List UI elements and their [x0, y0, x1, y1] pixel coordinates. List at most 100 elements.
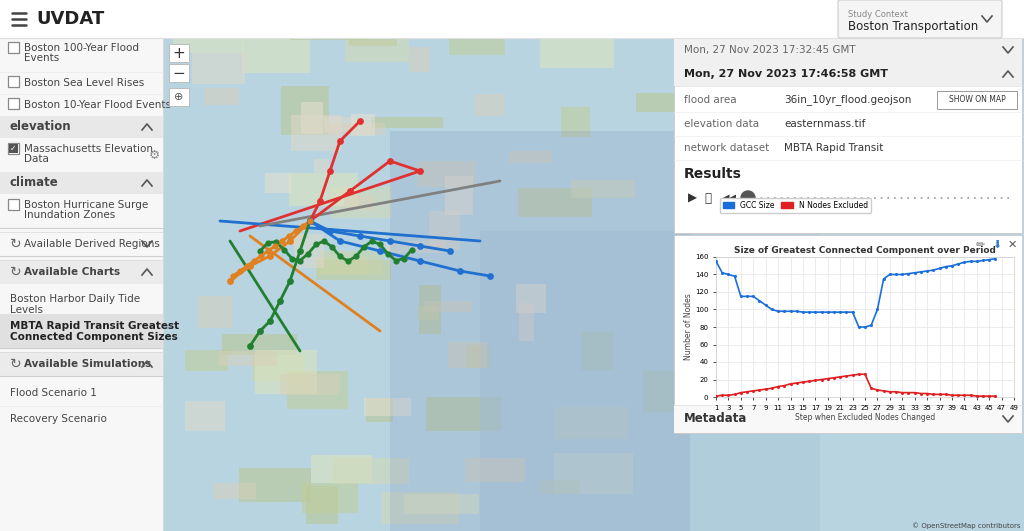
FancyBboxPatch shape [424, 301, 472, 312]
Point [260, 247, 276, 255]
FancyBboxPatch shape [519, 303, 535, 341]
FancyBboxPatch shape [428, 211, 460, 250]
FancyBboxPatch shape [242, 37, 310, 73]
Point [308, 240, 325, 249]
FancyBboxPatch shape [674, 38, 1022, 233]
Text: Metadata: Metadata [684, 413, 748, 425]
FancyBboxPatch shape [321, 251, 383, 275]
Title: Size of Greatest Connected Component over Period: Size of Greatest Connected Component ove… [734, 246, 996, 255]
Text: ◀◀: ◀◀ [722, 193, 737, 203]
FancyBboxPatch shape [289, 174, 357, 205]
FancyBboxPatch shape [8, 76, 19, 87]
FancyBboxPatch shape [560, 107, 590, 138]
FancyBboxPatch shape [0, 260, 163, 284]
Text: elevation data: elevation data [684, 119, 759, 129]
Text: 36in_10yr_flood.geojson: 36in_10yr_flood.geojson [784, 95, 911, 106]
Text: Available Derived Regions: Available Derived Regions [24, 239, 160, 249]
FancyBboxPatch shape [390, 131, 690, 531]
FancyBboxPatch shape [217, 351, 276, 366]
X-axis label: Step when Excluded Nodes Changed: Step when Excluded Nodes Changed [795, 414, 935, 423]
Text: ↻: ↻ [10, 357, 22, 371]
FancyBboxPatch shape [0, 314, 163, 348]
Point [302, 217, 318, 225]
Text: MBTA Rapid Transit Greatest: MBTA Rapid Transit Greatest [10, 321, 179, 331]
FancyBboxPatch shape [0, 38, 163, 531]
FancyBboxPatch shape [255, 349, 316, 393]
FancyBboxPatch shape [169, 88, 189, 106]
FancyBboxPatch shape [288, 234, 304, 245]
FancyBboxPatch shape [290, 7, 368, 40]
Point [302, 217, 318, 225]
FancyBboxPatch shape [480, 231, 820, 531]
FancyBboxPatch shape [541, 34, 614, 68]
Text: Mon, 27 Nov 2023 17:46:58 GMT: Mon, 27 Nov 2023 17:46:58 GMT [684, 69, 888, 79]
FancyBboxPatch shape [643, 371, 703, 412]
FancyBboxPatch shape [515, 284, 546, 313]
Text: ⬇: ⬇ [992, 240, 1001, 250]
Text: network dataset: network dataset [684, 143, 769, 153]
FancyBboxPatch shape [173, 35, 243, 53]
Text: Data: Data [24, 154, 49, 164]
FancyBboxPatch shape [8, 199, 19, 210]
Point [372, 247, 388, 255]
Point [412, 257, 428, 266]
FancyBboxPatch shape [8, 42, 19, 53]
FancyBboxPatch shape [509, 151, 553, 164]
FancyBboxPatch shape [294, 234, 324, 269]
FancyBboxPatch shape [325, 117, 353, 132]
Point [482, 272, 499, 280]
Text: Study Context: Study Context [848, 10, 908, 19]
FancyBboxPatch shape [937, 91, 1017, 109]
FancyBboxPatch shape [9, 144, 18, 153]
FancyBboxPatch shape [169, 44, 189, 62]
Text: Boston 10-Year Flood Events: Boston 10-Year Flood Events [24, 100, 171, 110]
FancyBboxPatch shape [674, 62, 1022, 86]
FancyBboxPatch shape [333, 458, 410, 484]
FancyBboxPatch shape [287, 371, 348, 409]
FancyBboxPatch shape [169, 64, 189, 82]
Text: ✓: ✓ [10, 144, 16, 153]
FancyBboxPatch shape [409, 47, 430, 72]
Legend: GCC Size, N Nodes Excluded: GCC Size, N Nodes Excluded [720, 198, 870, 213]
Point [268, 238, 285, 246]
FancyBboxPatch shape [426, 397, 503, 431]
Text: Results: Results [684, 167, 741, 181]
Point [311, 197, 328, 205]
Text: Boston Sea Level Rises: Boston Sea Level Rises [24, 78, 144, 88]
Point [273, 237, 290, 245]
Text: ✏: ✏ [976, 240, 985, 250]
Point [302, 217, 318, 225]
FancyBboxPatch shape [328, 123, 385, 135]
FancyBboxPatch shape [316, 260, 390, 280]
Point [239, 262, 255, 270]
FancyBboxPatch shape [313, 159, 330, 173]
FancyBboxPatch shape [386, 241, 445, 253]
Circle shape [741, 191, 755, 205]
Point [302, 217, 318, 225]
Point [252, 247, 268, 255]
FancyBboxPatch shape [306, 486, 338, 524]
Text: Recovery Scenario: Recovery Scenario [10, 414, 106, 424]
FancyBboxPatch shape [674, 38, 1022, 62]
Point [340, 257, 356, 266]
Text: ⚙: ⚙ [150, 149, 160, 161]
Text: © OpenStreetMap contributors: © OpenStreetMap contributors [911, 523, 1020, 529]
Point [322, 227, 338, 235]
Point [295, 222, 311, 230]
FancyBboxPatch shape [185, 350, 228, 371]
Text: Available Simulations: Available Simulations [24, 359, 152, 369]
FancyBboxPatch shape [475, 95, 505, 116]
Point [388, 256, 404, 265]
Point [332, 137, 348, 145]
Point [275, 245, 292, 254]
Point [253, 252, 269, 260]
Text: Boston 100-Year Flood: Boston 100-Year Flood [24, 43, 139, 53]
Point [282, 277, 298, 285]
FancyBboxPatch shape [302, 483, 358, 513]
Point [364, 237, 380, 245]
Text: easternmass.tif: easternmass.tif [784, 119, 865, 129]
Text: Connected Component Sizes: Connected Component Sizes [10, 332, 178, 342]
FancyBboxPatch shape [465, 458, 525, 482]
Point [225, 272, 242, 280]
FancyBboxPatch shape [445, 176, 473, 215]
